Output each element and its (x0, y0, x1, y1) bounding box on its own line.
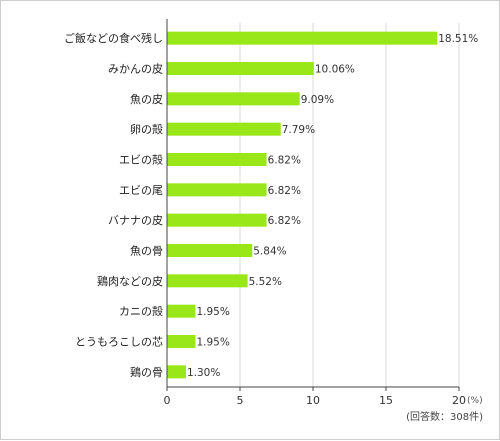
value-label: 5.84% (253, 246, 286, 258)
x-tick-label: 10 (306, 394, 320, 407)
bar (167, 92, 300, 106)
bar (167, 183, 267, 197)
bar (167, 213, 267, 227)
category-label: バナナの皮 (108, 214, 163, 227)
category-label: エビの殻 (119, 153, 163, 167)
category-label: 鶏肉などの皮 (97, 274, 163, 288)
category-label: 卵の殻 (130, 122, 163, 136)
bar (167, 122, 281, 136)
value-label: 6.82% (268, 215, 301, 227)
x-tick-label: 15 (379, 394, 393, 407)
bar (167, 304, 196, 318)
category-label: 魚の皮 (130, 93, 163, 106)
x-tick-label: 5 (237, 394, 244, 407)
bar (167, 335, 196, 348)
category-label: 魚の骨 (130, 245, 163, 258)
bar (167, 365, 186, 379)
x-unit-label: (%) (467, 396, 483, 406)
bar (167, 62, 314, 75)
value-label: 9.09% (301, 94, 334, 106)
value-label: 6.82% (268, 155, 301, 167)
bar (167, 31, 438, 45)
x-tick-label: 20 (452, 394, 466, 407)
value-label: 1.95% (196, 337, 229, 349)
category-label: みかんの皮 (108, 63, 163, 76)
value-label: 10.06% (315, 64, 355, 76)
category-label: ご飯などの食べ残し (64, 31, 163, 45)
category-label: カニの殻 (119, 304, 163, 318)
response-count-note: (回答数：308件) (406, 410, 483, 423)
category-label: 鶏の骨 (130, 365, 163, 379)
value-label: 1.30% (187, 367, 220, 379)
category-label: とうもろこしの芯 (75, 335, 163, 349)
value-label: 7.79% (282, 124, 315, 136)
bar (167, 274, 248, 288)
bar (167, 153, 267, 166)
value-label: 6.82% (268, 185, 301, 197)
value-label: 18.51% (438, 33, 478, 45)
bar (167, 244, 253, 257)
x-tick-label: 0 (164, 394, 171, 407)
value-label: 1.95% (196, 306, 229, 318)
category-label: エビの尾 (119, 184, 163, 197)
value-label: 5.52% (249, 276, 282, 288)
